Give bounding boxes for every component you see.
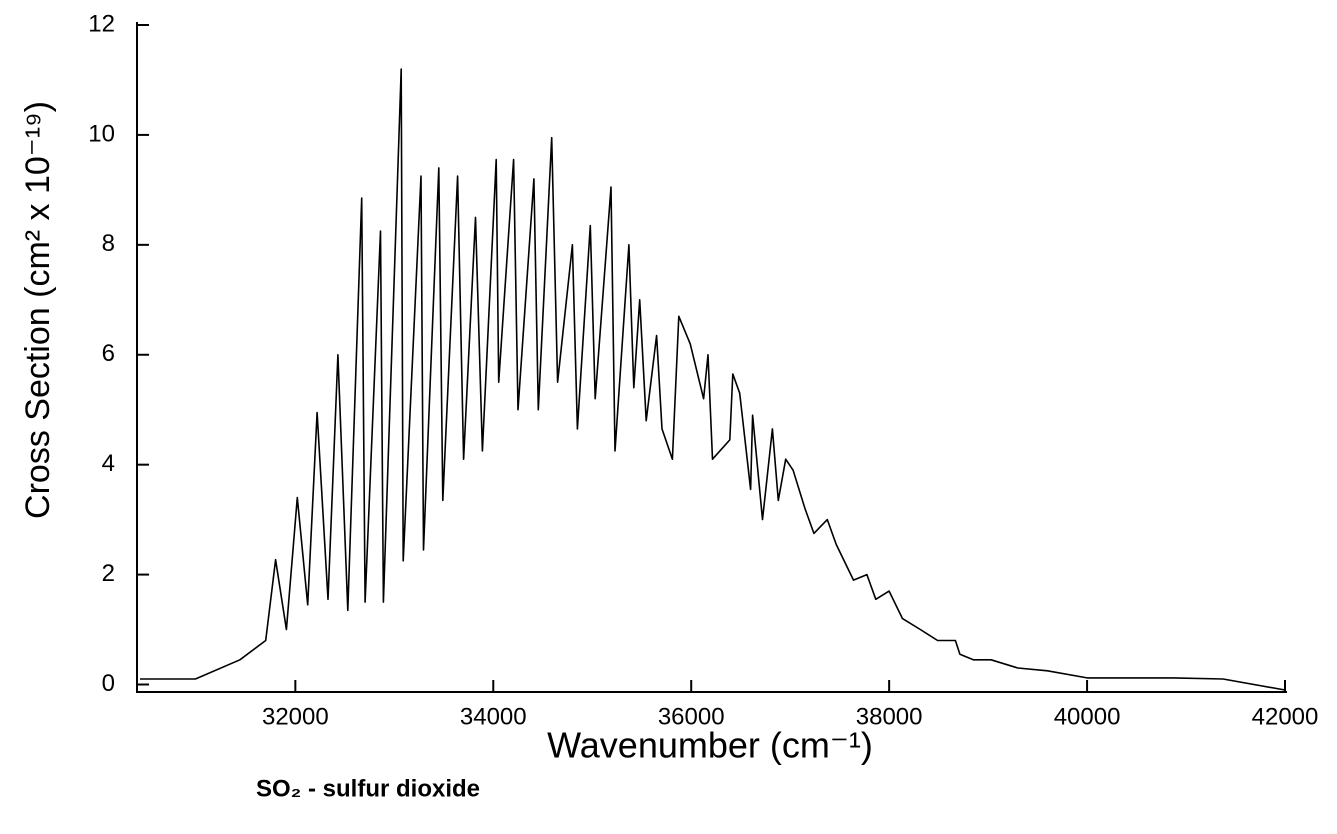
x-tick-label: 38000 (856, 703, 923, 730)
x-axis-label: Wavenumber (cm⁻¹) (547, 725, 873, 766)
y-axis-label: Cross Section (cm² x 10⁻¹⁹) (19, 101, 57, 519)
y-tick-label: 2 (102, 560, 115, 587)
y-tick-label: 10 (88, 120, 115, 147)
y-tick-label: 8 (102, 230, 115, 257)
y-tick-label: 6 (102, 340, 115, 367)
x-tick-label: 36000 (658, 703, 725, 730)
subtitle: SO₂ - sulfur dioxide (256, 775, 480, 802)
x-tick-label: 40000 (1054, 703, 1121, 730)
x-tick-label: 32000 (262, 703, 329, 730)
y-tick-label: 12 (88, 10, 115, 37)
y-tick-label: 0 (102, 670, 115, 697)
y-tick-label: 4 (102, 450, 115, 477)
spectrum-line (140, 68, 1286, 691)
x-tick-label: 42000 (1252, 703, 1319, 730)
x-tick-label: 34000 (460, 703, 527, 730)
